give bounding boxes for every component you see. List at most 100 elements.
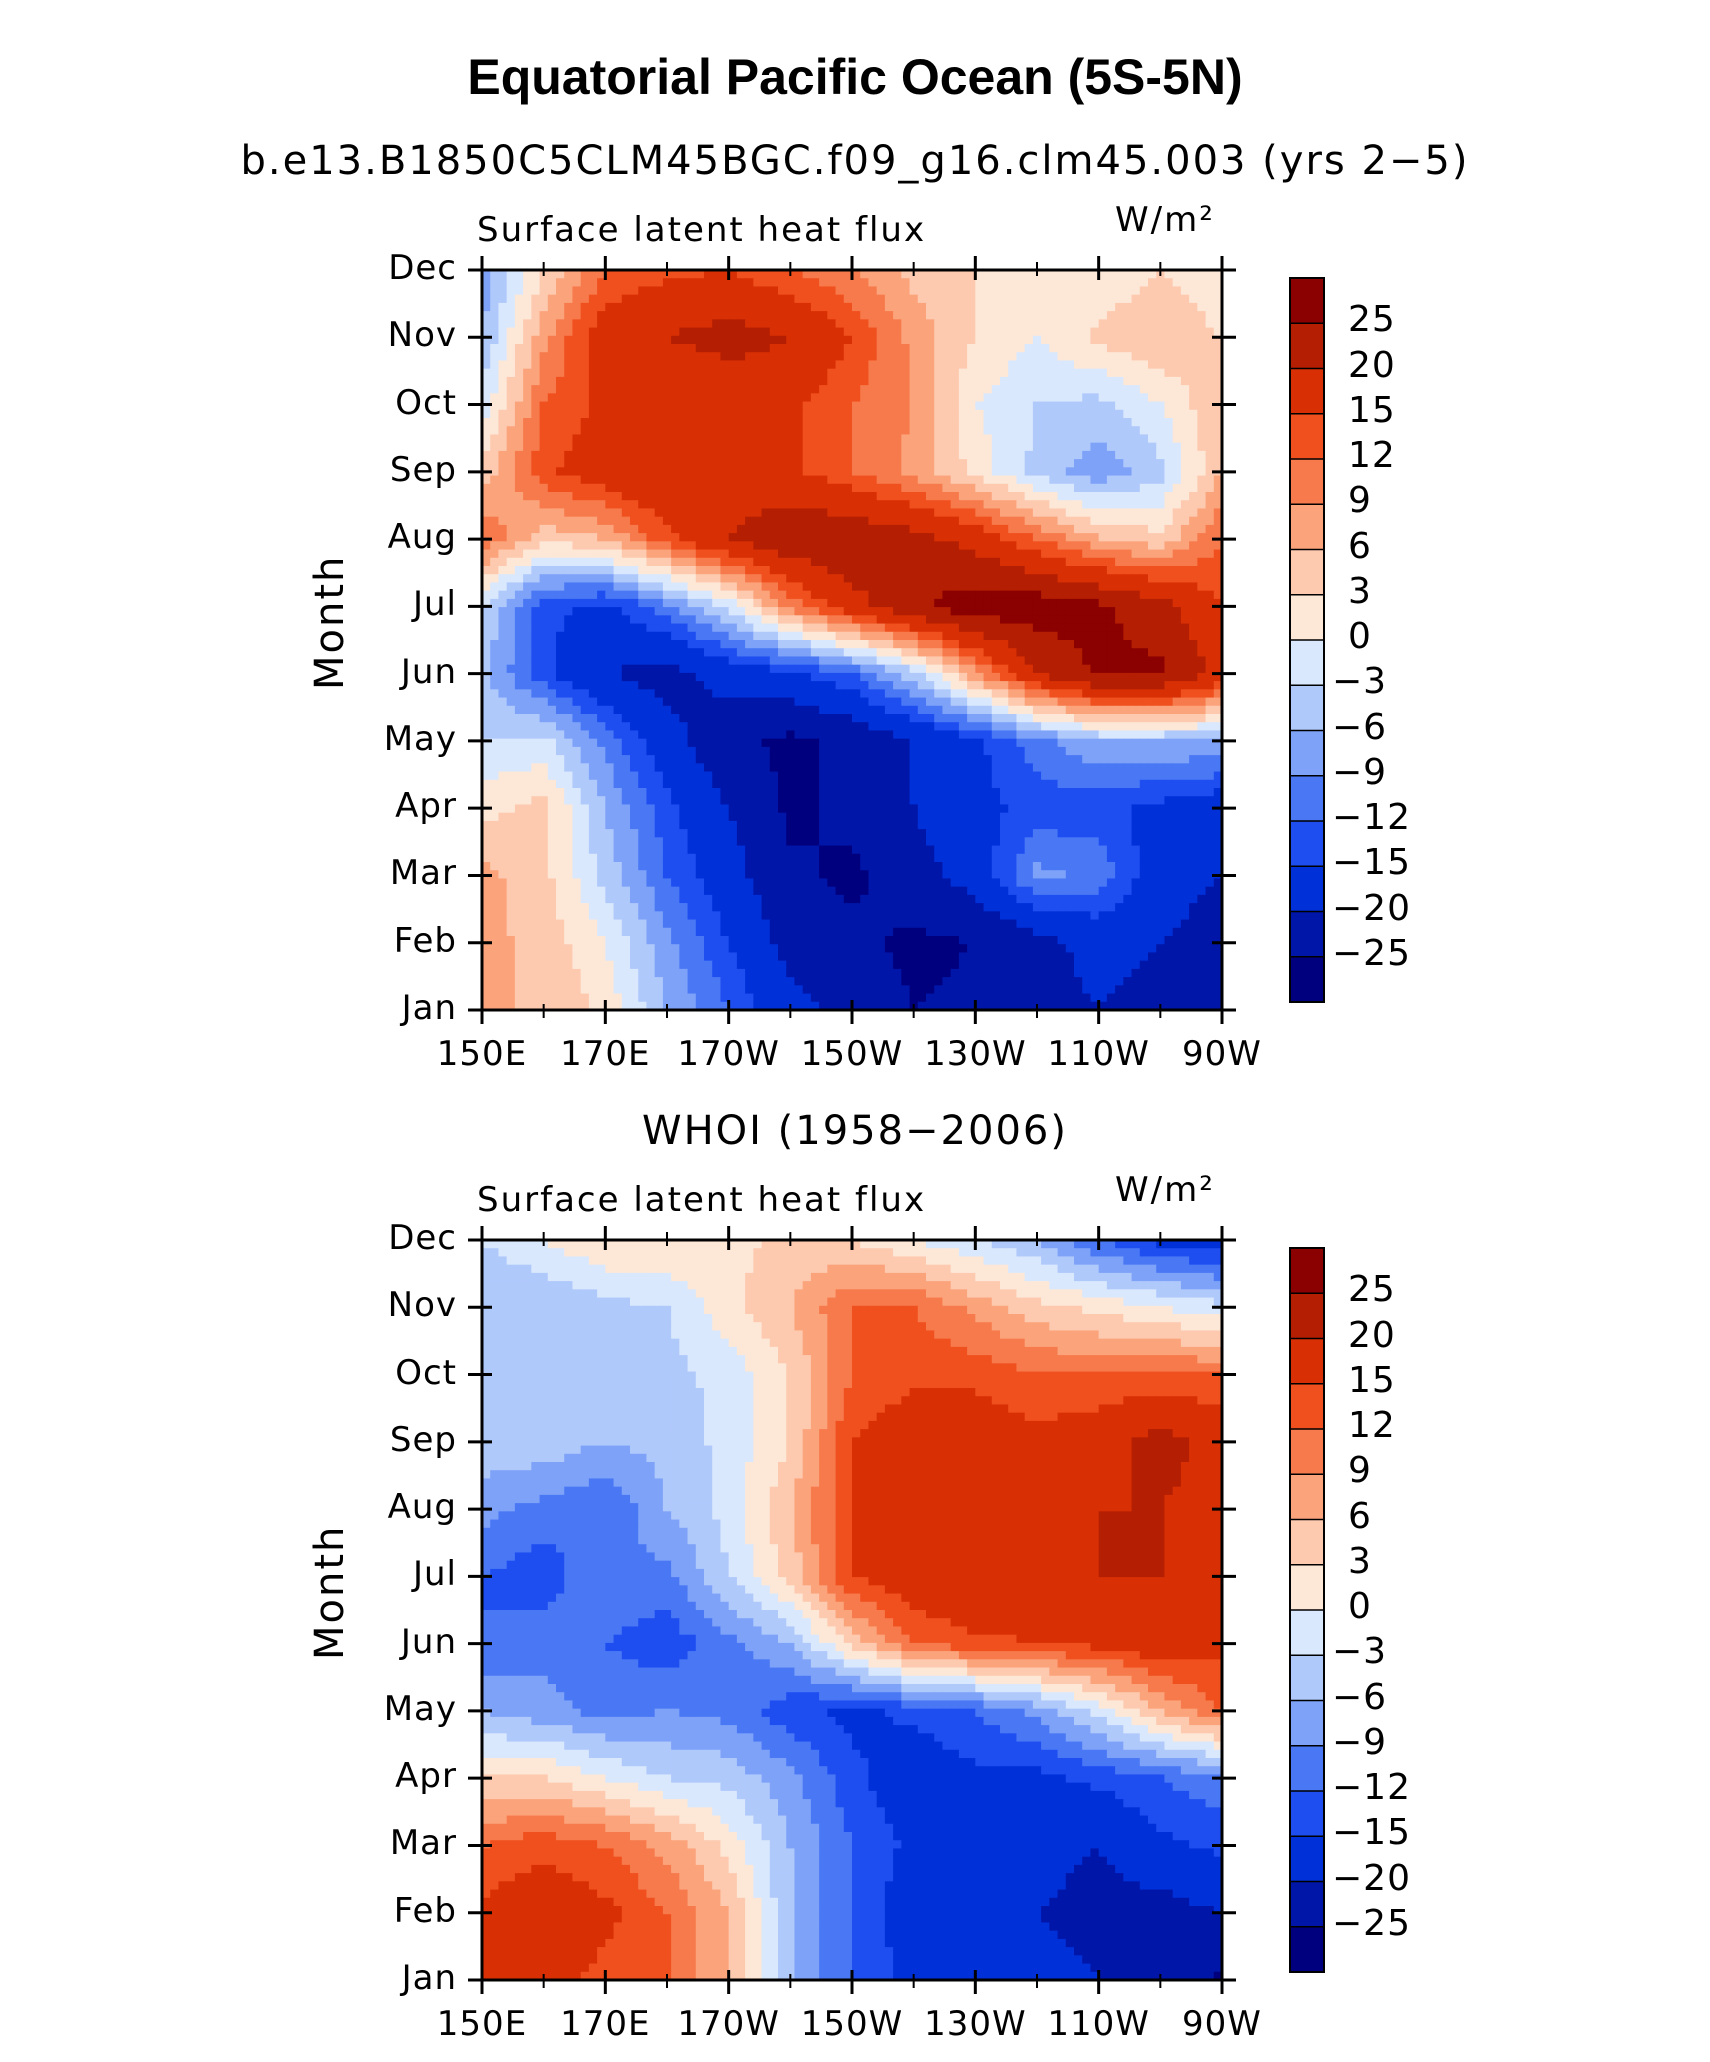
heatmap-cell	[893, 640, 902, 649]
heatmap-cell	[1180, 656, 1190, 666]
heatmap-cell	[950, 442, 960, 452]
heatmap-cell	[917, 508, 927, 518]
heatmap-cell	[654, 598, 664, 608]
heatmap-cell	[1090, 270, 1100, 279]
heatmap-cell	[1024, 286, 1034, 296]
heatmap-cell	[876, 302, 886, 312]
heatmap-cell	[983, 574, 993, 584]
heatmap-cell	[769, 442, 779, 452]
heatmap-cell	[646, 631, 656, 641]
heatmap-cell	[860, 541, 870, 551]
heatmap-cell	[654, 450, 664, 460]
heatmap-cell	[597, 459, 606, 468]
heatmap-cell	[983, 483, 993, 493]
heatmap-cell	[704, 607, 713, 616]
heatmap-cell	[1205, 541, 1215, 551]
heatmap-cell	[630, 376, 639, 386]
heatmap-cell	[695, 697, 705, 707]
heatmap-cell	[646, 705, 656, 715]
heatmap-cell	[876, 368, 886, 378]
heatmap-cell	[728, 656, 738, 666]
heatmap-cell	[1180, 426, 1190, 436]
heatmap-cell	[901, 615, 911, 625]
heatmap-cell	[572, 344, 582, 353]
heatmap-cell	[605, 681, 615, 690]
heatmap-cell	[917, 311, 927, 320]
heatmap-cell	[1008, 640, 1018, 649]
heatmap-cell	[1106, 689, 1116, 699]
heatmap-cell	[983, 418, 993, 427]
heatmap-cell	[523, 615, 532, 625]
heatmap-cell	[728, 508, 738, 518]
heatmap-cell	[704, 508, 713, 518]
heatmap-cell	[564, 368, 574, 378]
heatmap-cell	[646, 385, 656, 394]
heatmap-cell	[950, 344, 960, 353]
heatmap-cell	[1148, 368, 1157, 378]
heatmap-cell	[1008, 705, 1018, 715]
heatmap-cell	[490, 483, 500, 493]
heatmap-cell	[630, 508, 639, 518]
heatmap-cell	[934, 492, 944, 501]
heatmap-cell	[917, 648, 927, 658]
heatmap-cell	[1131, 327, 1141, 337]
heatmap-cell	[843, 278, 853, 288]
heatmap-cell	[1180, 623, 1190, 633]
heatmap-cell	[720, 557, 730, 567]
heatmap-cell	[802, 582, 812, 592]
heatmap-cell	[917, 607, 927, 616]
heatmap-cell	[654, 574, 664, 584]
heatmap-cell	[909, 689, 919, 699]
heatmap-cell	[646, 508, 656, 518]
heatmap-cell	[810, 697, 820, 707]
heatmap-cell	[531, 623, 541, 633]
heatmap-cell	[761, 459, 771, 468]
heatmap-cell	[662, 467, 672, 477]
heatmap-cell	[687, 475, 697, 485]
heatmap-cell	[1024, 475, 1034, 485]
heatmap-cell	[597, 590, 606, 600]
heatmap-cell	[1197, 672, 1207, 682]
heatmap-cell	[1049, 492, 1059, 501]
heatmap-cell	[728, 582, 738, 592]
heatmap-cell	[794, 582, 804, 592]
heatmap-cell	[917, 697, 927, 707]
heatmap-cell	[1008, 393, 1018, 403]
heatmap-cell	[958, 442, 968, 452]
heatmap-cell	[1074, 516, 1083, 526]
heatmap-cell	[679, 393, 689, 403]
heatmap-cell	[531, 434, 541, 444]
heatmap-cell	[835, 385, 845, 394]
heatmap-cell	[819, 664, 828, 674]
heatmap-cell	[1189, 615, 1198, 625]
heatmap-cell	[1148, 352, 1157, 362]
heatmap-cell	[876, 681, 886, 690]
heatmap-cell	[786, 508, 796, 518]
heatmap-cell	[1024, 714, 1034, 723]
heatmap-cell	[819, 327, 828, 337]
heatmap-cell	[769, 672, 779, 682]
heatmap-cell	[1049, 335, 1059, 345]
heatmap-cell	[531, 664, 541, 674]
heatmap-cell	[934, 615, 944, 625]
heatmap-cell	[621, 385, 631, 394]
heatmap-cell	[778, 352, 787, 362]
heatmap-cell	[876, 327, 886, 337]
heatmap-cell	[843, 302, 853, 312]
heatmap-cell	[1172, 401, 1182, 411]
heatmap-cell	[917, 598, 927, 608]
heatmap-cell	[506, 393, 516, 403]
heatmap-cell	[909, 385, 919, 394]
heatmap-cell	[884, 508, 894, 518]
heatmap-cell	[728, 311, 738, 320]
heatmap-cell	[819, 368, 828, 378]
heatmap-cell	[967, 302, 976, 312]
heatmap-cell	[523, 376, 532, 386]
heatmap-cell	[745, 368, 754, 378]
heatmap-cell	[490, 311, 500, 320]
heatmap-cell	[1189, 327, 1198, 337]
heatmap-cell	[1148, 409, 1157, 419]
heatmap-cell	[950, 508, 960, 518]
heatmap-cell	[621, 409, 631, 419]
heatmap-cell	[506, 294, 516, 304]
